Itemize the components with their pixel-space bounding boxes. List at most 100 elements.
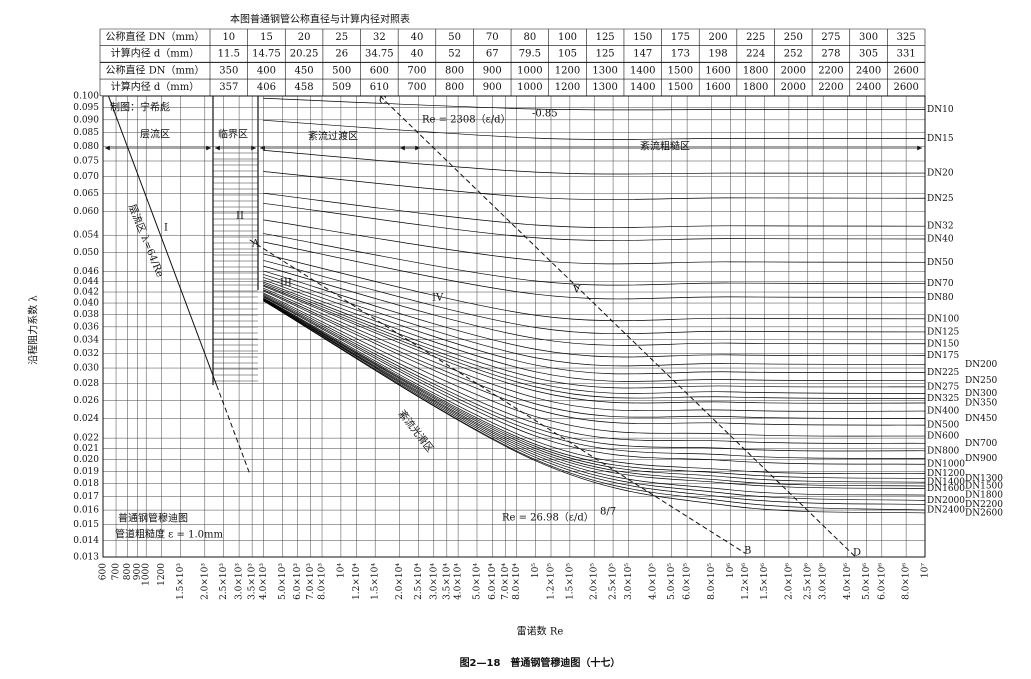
plot-frame <box>102 95 926 558</box>
table-cell: 125 <box>596 49 615 60</box>
table-cell: 610 <box>370 82 389 93</box>
table-cell: 125 <box>596 32 615 43</box>
dn-label: DN225 <box>927 368 960 378</box>
dn-curve <box>263 253 925 322</box>
y-tick-label: 0.075 <box>73 157 99 167</box>
y-tick-label: 0.065 <box>73 189 99 199</box>
dn-label: DN20 <box>927 169 954 179</box>
x-tick-label: 1.2×10⁴ <box>352 563 362 600</box>
curves <box>107 96 925 557</box>
table-cell: 20.25 <box>290 49 319 60</box>
y-tick-label: 0.095 <box>73 103 99 113</box>
annotation: 紊流过渡区 <box>308 130 358 143</box>
table-cell: 900 <box>483 82 502 93</box>
annotation: 管道粗糙度 ε = 1.0mm <box>115 528 223 541</box>
table-cell: 252 <box>784 49 803 60</box>
annotation: A <box>251 239 260 250</box>
zone-arrows <box>105 96 922 385</box>
x-tick-label: 3.0×10⁶ <box>819 563 829 600</box>
x-tick-label: 5.0×10⁵ <box>667 563 677 600</box>
table-cell: 34.75 <box>365 49 394 60</box>
dn-label: DN1800 <box>965 491 1003 501</box>
dn-curve <box>263 294 925 452</box>
x-tick-label: 900 <box>133 563 143 580</box>
dn-label: DN900 <box>965 454 998 464</box>
table-cell: 200 <box>708 32 727 43</box>
y-tick-label: 0.054 <box>73 231 99 241</box>
table-cell: 1200 <box>555 82 580 93</box>
annotation: 普通钢管穆迪图 <box>118 512 188 525</box>
annotation: -0.85 <box>532 109 558 120</box>
x-tick-label: 6.0×10⁵ <box>683 563 693 600</box>
table-cell: 800 <box>445 65 464 76</box>
table-cell: 2600 <box>893 65 918 76</box>
y-tick-label: 0.016 <box>73 506 99 516</box>
x-tick-label: 2.0×10³ <box>200 563 210 600</box>
table-cell: 40 <box>411 49 424 60</box>
table-cell: 500 <box>332 65 351 76</box>
table-cell: 50 <box>448 32 461 43</box>
y-tick-label: 0.013 <box>73 553 99 563</box>
table-cell: 1000 <box>517 82 542 93</box>
dn-curve <box>263 233 925 286</box>
table-cell: 800 <box>445 82 464 93</box>
table-cell: 600 <box>370 65 389 76</box>
annotation: V <box>572 285 581 296</box>
table-cell: 1800 <box>743 65 768 76</box>
table-cell: 509 <box>332 82 351 93</box>
dn-curve <box>263 241 925 300</box>
boundary-line <box>379 96 856 557</box>
dn-label: DN300 <box>965 389 998 399</box>
dn-label: DN10 <box>927 105 954 115</box>
dn-label: DN40 <box>927 235 954 245</box>
dn-label: DN200 <box>965 360 998 370</box>
annotation: 层流区 λ=64/Re <box>126 202 167 279</box>
x-tick-label: 700 <box>112 563 122 580</box>
y-tick-label: 0.046 <box>73 267 99 277</box>
annotation: Re = 26.98（ε/d） <box>502 512 594 524</box>
x-tick-label: 1.5×10³ <box>176 563 186 600</box>
table-cell: 1400 <box>630 82 655 93</box>
dn-label: DN1000 <box>927 460 965 470</box>
x-tick-label: 8.0×10³ <box>318 563 328 600</box>
dn-curve <box>263 219 925 265</box>
table-cell: 40 <box>411 32 424 43</box>
dn-curve <box>263 97 925 111</box>
dn-label: DN50 <box>927 258 954 268</box>
dn-curve <box>263 202 925 241</box>
dn-curve <box>263 289 925 419</box>
table-cell: 52 <box>448 49 461 60</box>
annotation: 紊流光滑区 <box>396 407 437 454</box>
y-tick-label: 0.017 <box>73 492 99 502</box>
y-axis-label: 沿程阻力系数 λ <box>27 295 40 365</box>
table-title: 本图普通钢管公称直径与计算内径对照表 <box>230 13 410 26</box>
boundary-line <box>216 385 251 474</box>
dn-label: DN125 <box>927 327 960 337</box>
dn-curve <box>263 150 925 175</box>
annotation: III <box>280 278 292 289</box>
x-tick-label: 8.0×10⁵ <box>707 563 717 600</box>
dn-curve <box>263 285 925 404</box>
x-tick-label: 10⁴ <box>336 563 346 578</box>
y-tick-label: 0.030 <box>73 364 99 374</box>
x-tick-label: 5.0×10⁴ <box>472 563 482 600</box>
dn-label: DN2600 <box>965 508 1003 518</box>
boundary-line <box>249 239 746 554</box>
y-tick-label: 0.038 <box>73 310 99 320</box>
table-cell: 计算内径 d（mm） <box>111 80 200 93</box>
x-tick-label: 3.5×10³ <box>248 563 258 600</box>
table-cell: 1800 <box>743 82 768 93</box>
dn-curve <box>263 119 925 140</box>
dn-curve <box>263 300 925 514</box>
dn-curve <box>263 299 925 496</box>
dn-label: DN1500 <box>965 481 1003 491</box>
y-tick-label: 0.060 <box>73 207 99 217</box>
table-cell: 275 <box>821 32 840 43</box>
dn-label: DN350 <box>965 399 998 409</box>
dn-label: DN325 <box>927 394 960 404</box>
x-tick-label: 2.0×10⁴ <box>395 563 405 600</box>
x-tick-label: 2.5×10⁵ <box>609 563 619 600</box>
annotation: IV <box>432 293 444 304</box>
x-tick-label: 7.0×10⁴ <box>501 563 511 600</box>
dn-label: DN600 <box>927 432 960 442</box>
